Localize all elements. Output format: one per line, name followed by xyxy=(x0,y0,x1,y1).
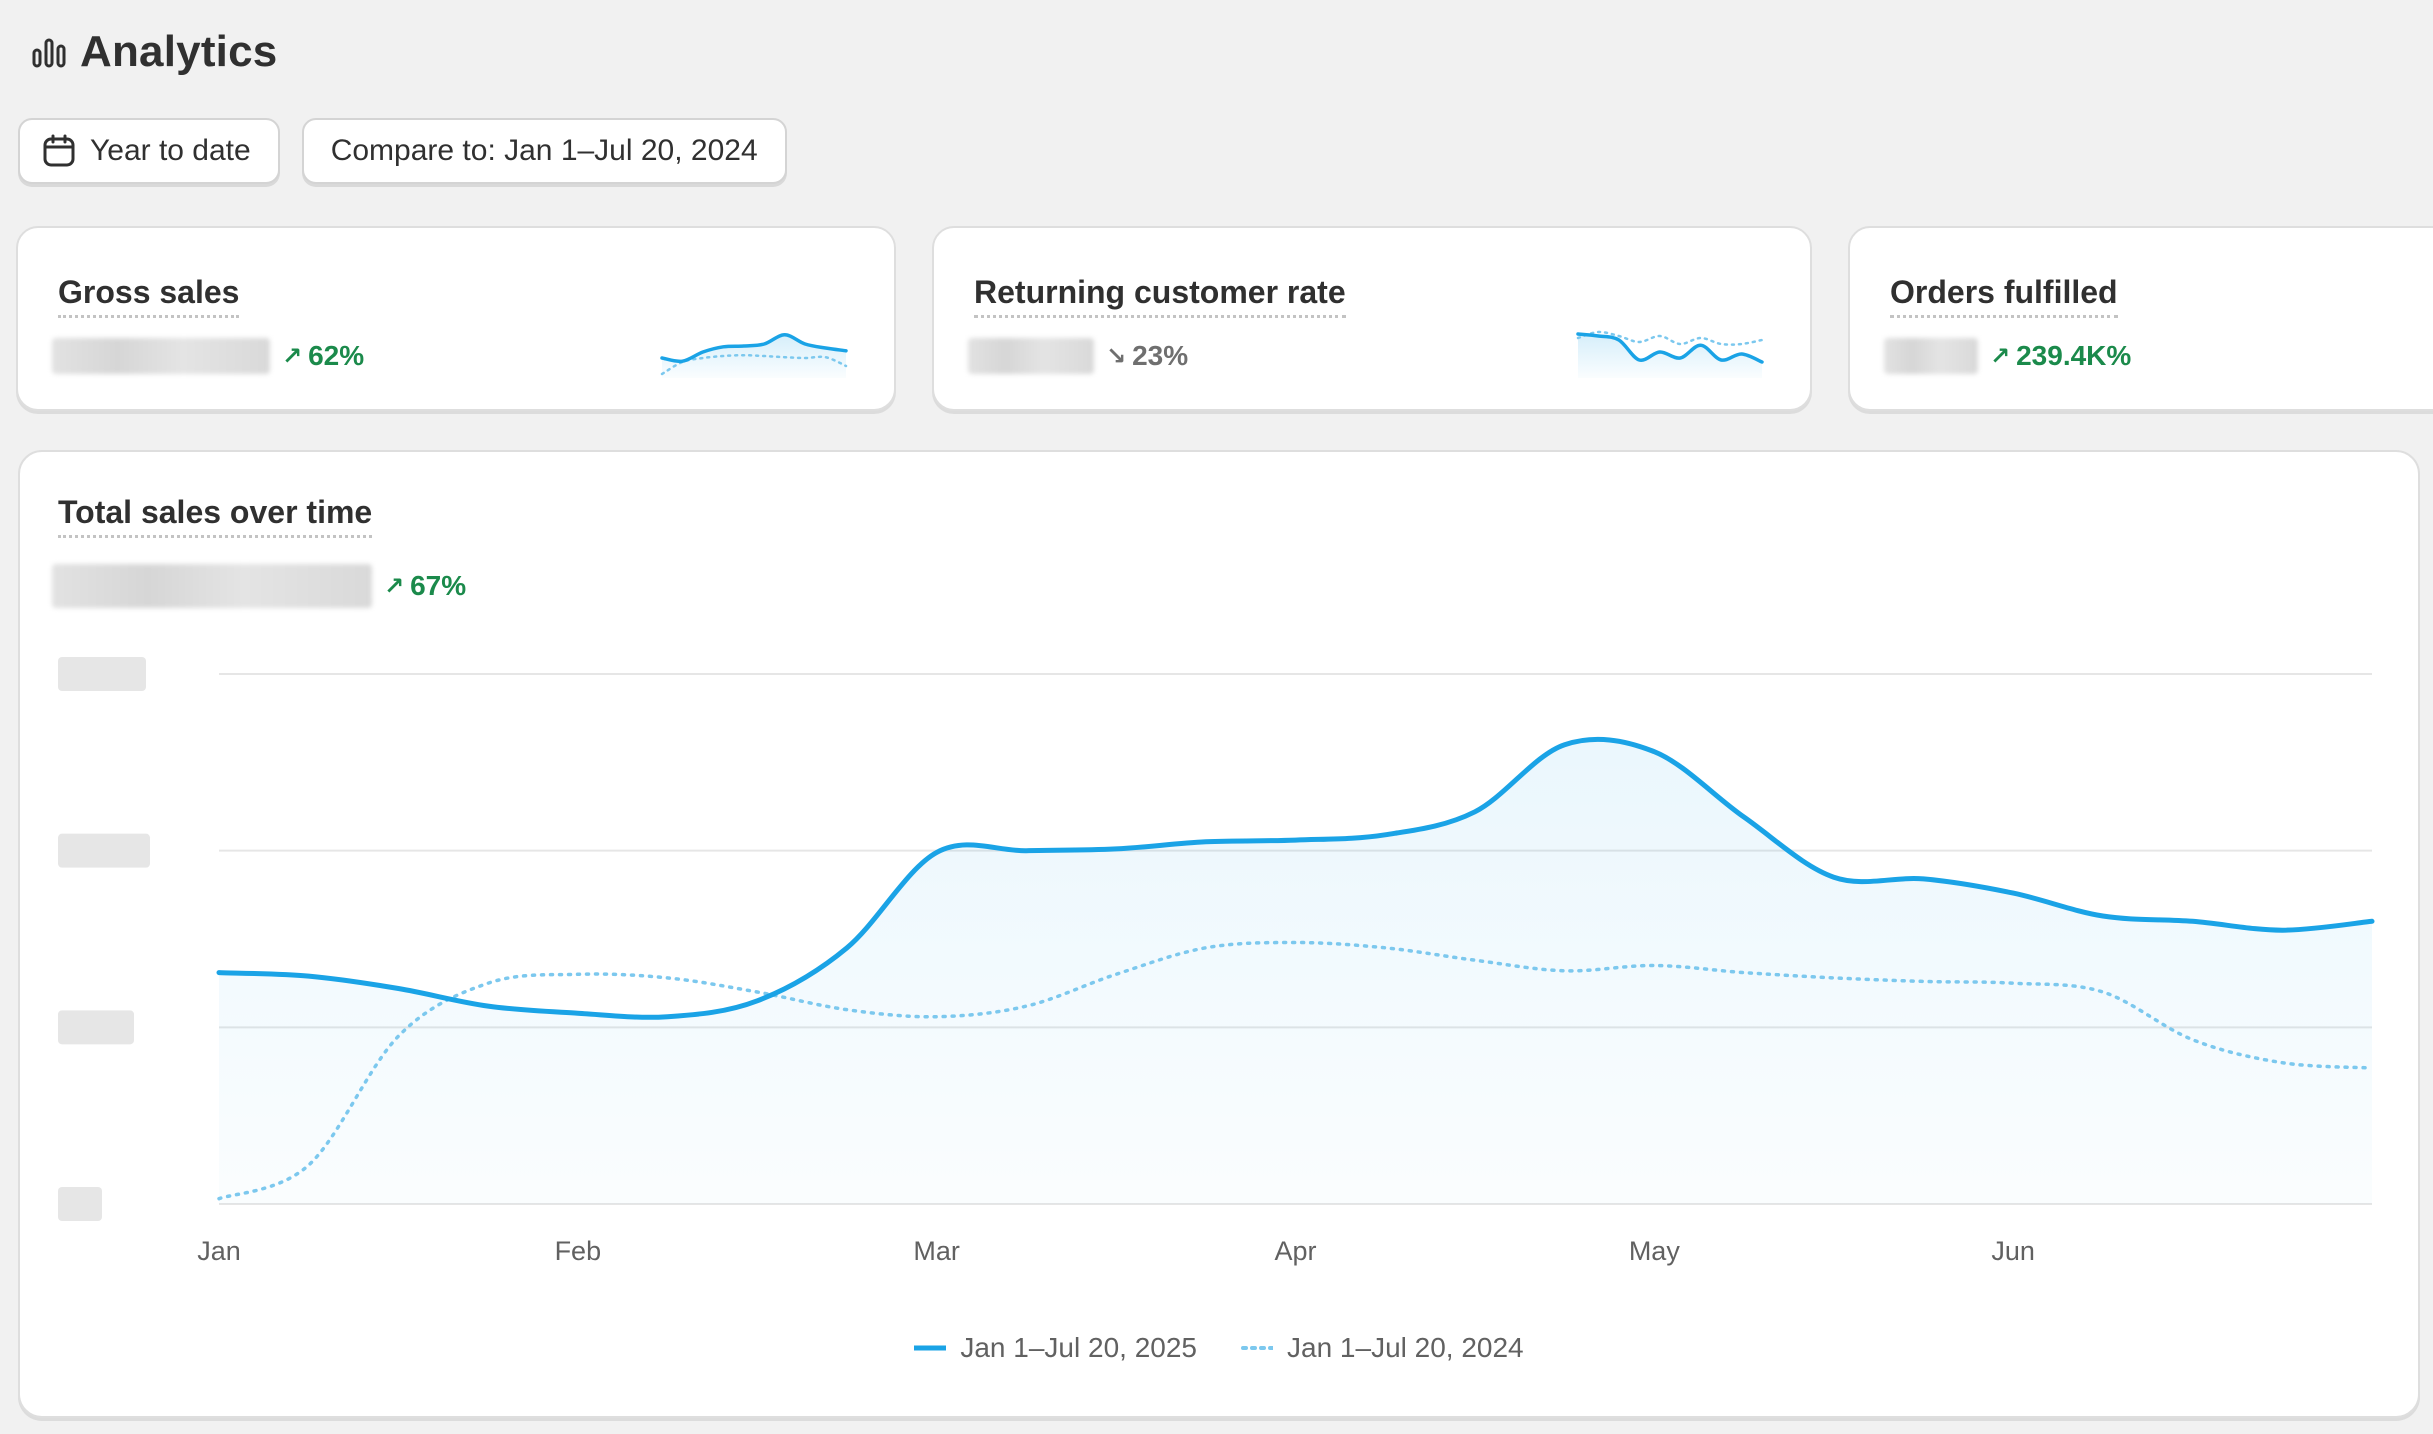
metric-change: ↗ 239.4K% xyxy=(1990,340,2132,371)
metric-title[interactable]: Returning customer rate xyxy=(974,274,1346,318)
metric-title[interactable]: Orders fulfilled xyxy=(1890,274,2118,318)
legend-label: Jan 1–Jul 20, 2024 xyxy=(1287,1332,1524,1363)
total-sales-card: Jan Feb Mar Apr May Jun Total sales over time… xyxy=(18,450,2420,1418)
analytics-icon xyxy=(32,38,66,68)
metric-card-orders-fulfilled[interactable]: Orders fulfilled ↗ 239.4K% xyxy=(1848,226,2433,411)
date-range-button[interactable]: Year to date xyxy=(18,118,280,184)
metric-value-redacted xyxy=(1884,338,1978,374)
x-tick-label: Jun xyxy=(1991,1236,2035,1266)
calendar-icon xyxy=(43,134,75,167)
date-range-label: Year to date xyxy=(90,134,251,167)
arrow-up-right-icon: ↗ xyxy=(384,572,405,600)
y-tick-label-redacted xyxy=(58,657,146,691)
sparkline-previous xyxy=(1576,330,1764,346)
chart-value-redacted xyxy=(52,564,372,608)
metric-change: ↘ 23% xyxy=(1106,340,1189,371)
solid-line-swatch xyxy=(914,1345,947,1351)
metric-value-row: ↗ 239.4K% xyxy=(1884,338,2131,374)
page-header: Analytics xyxy=(32,24,277,80)
legend-label: Jan 1–Jul 20, 2025 xyxy=(960,1332,1197,1363)
sparkline-current xyxy=(1576,332,1764,364)
x-tick-label: Feb xyxy=(555,1236,602,1266)
sparkline-returning-customer-rate xyxy=(1576,330,1764,378)
x-tick-label: Jan xyxy=(197,1236,241,1266)
sparkline-current xyxy=(660,333,848,364)
chart-change: ↗ 67% xyxy=(384,570,467,601)
dotted-line-swatch xyxy=(1241,1346,1273,1350)
sparkline-gross-sales xyxy=(660,333,848,378)
metric-change: ↗ 62% xyxy=(282,340,365,371)
chart-title[interactable]: Total sales over time xyxy=(58,494,373,538)
y-tick-label-redacted xyxy=(58,1187,102,1221)
chart-value-row: ↗ 67% xyxy=(52,564,466,608)
arrow-up-right-icon: ↗ xyxy=(1990,342,2011,370)
x-tick-label: Mar xyxy=(913,1236,960,1266)
metric-value-row: ↗ 62% xyxy=(52,338,364,374)
x-tick-label: Apr xyxy=(1274,1236,1316,1266)
metric-title[interactable]: Gross sales xyxy=(58,274,240,318)
legend-item-current[interactable]: Jan 1–Jul 20, 2025 xyxy=(914,1332,1197,1364)
total-sales-chart: Jan Feb Mar Apr May Jun xyxy=(58,657,2375,1266)
y-tick-label-redacted xyxy=(58,1010,134,1045)
sparkline-area xyxy=(662,334,846,378)
y-tick-label-redacted xyxy=(58,833,150,868)
compare-button[interactable]: Compare to: Jan 1–Jul 20, 2024 xyxy=(301,118,787,184)
series-area-current xyxy=(219,739,2372,1204)
series-line-current xyxy=(216,736,2375,1020)
filter-bar: Year to date Compare to: Jan 1–Jul 20, 2… xyxy=(18,118,787,184)
series-line-previous xyxy=(217,940,2374,1201)
chart-legend: Jan 1–Jul 20, 2025 Jan 1–Jul 20, 2024 xyxy=(20,1332,2418,1364)
metric-card-returning-customer-rate[interactable]: Returning customer rate ↘ 23% xyxy=(932,226,1812,411)
legend-item-previous[interactable]: Jan 1–Jul 20, 2024 xyxy=(1241,1332,1524,1364)
metric-card-gross-sales[interactable]: Gross sales ↗ 62% xyxy=(16,226,896,411)
x-tick-label: May xyxy=(1629,1236,1681,1266)
page-title: Analytics xyxy=(80,27,278,76)
metric-value-row: ↘ 23% xyxy=(968,338,1188,374)
sparkline-previous xyxy=(660,353,848,376)
metric-value-redacted xyxy=(968,338,1094,374)
metric-value-redacted xyxy=(52,338,270,374)
arrow-up-right-icon: ↗ xyxy=(282,342,303,370)
arrow-down-right-icon: ↘ xyxy=(1106,342,1127,370)
compare-label: Compare to: Jan 1–Jul 20, 2024 xyxy=(330,134,758,167)
